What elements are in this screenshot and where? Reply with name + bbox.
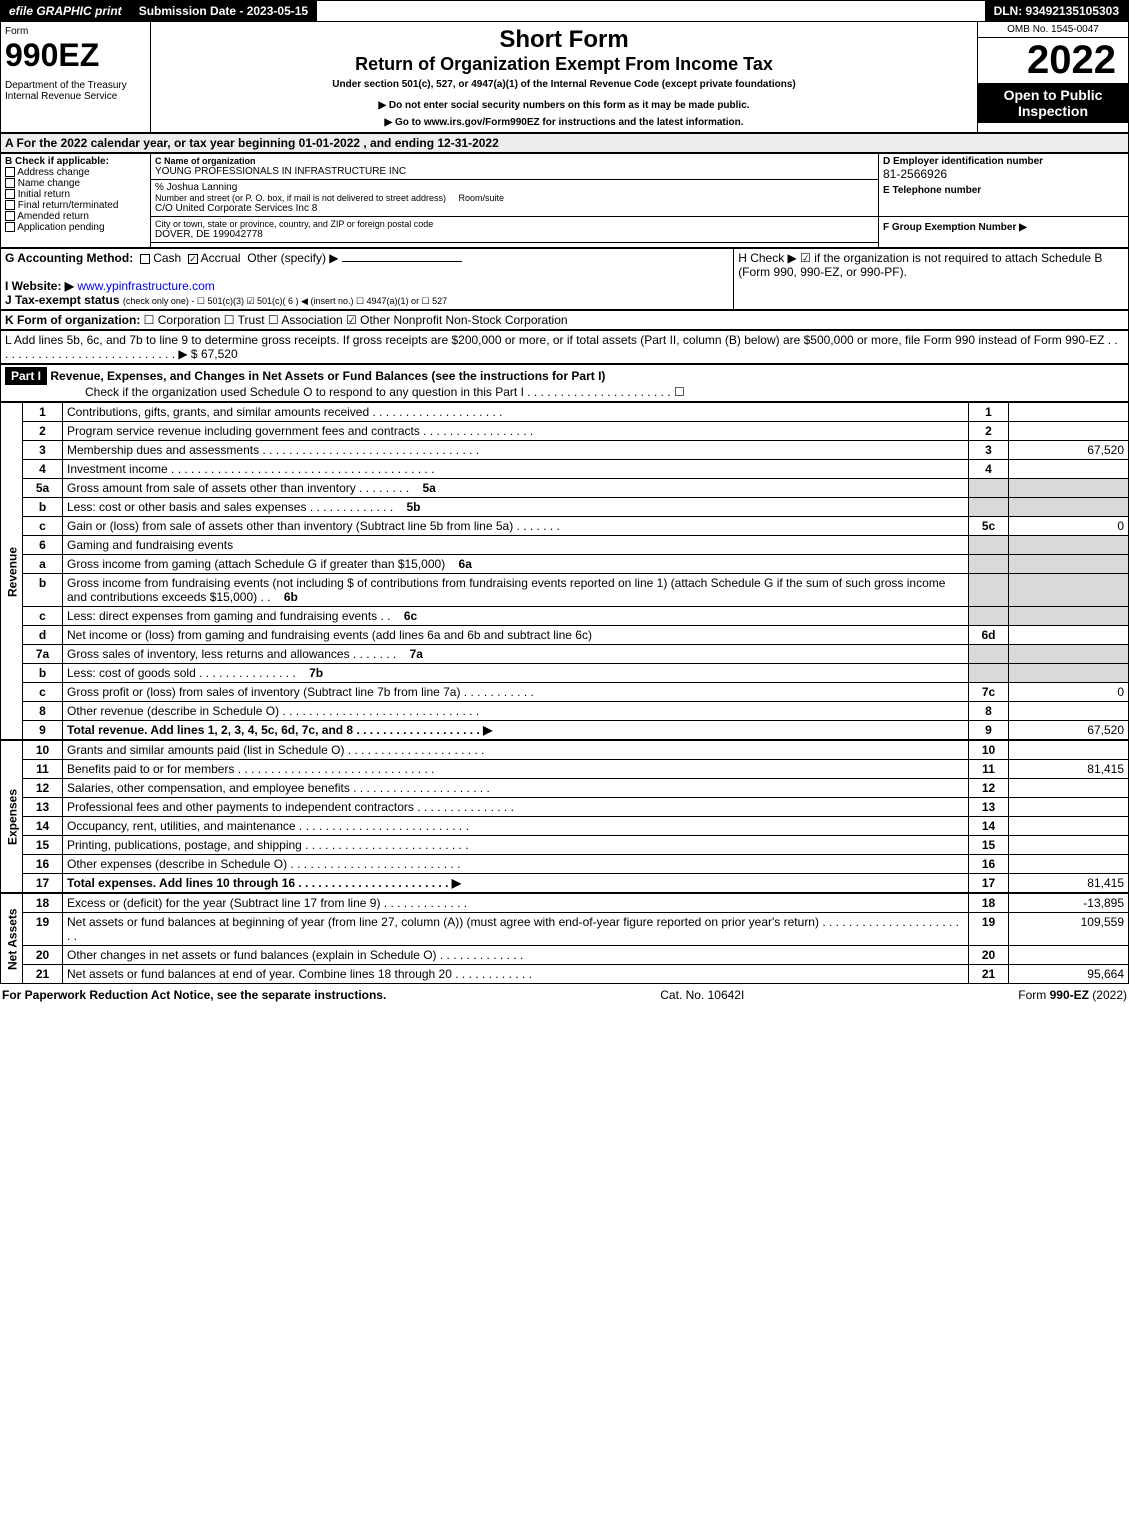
dln: DLN: 93492135105303 <box>986 1 1128 21</box>
chk-initial[interactable]: Initial return <box>5 189 146 200</box>
section-a: A For the 2022 calendar year, or tax yea… <box>1 134 1129 153</box>
top-bar: efile GRAPHIC print Submission Date - 20… <box>0 0 1129 22</box>
footer-mid: Cat. No. 10642I <box>660 988 744 1002</box>
revenue-sidebar: Revenue <box>1 403 23 740</box>
k-text: ☐ Corporation ☐ Trust ☐ Association ☑ Ot… <box>144 313 568 327</box>
org-name: YOUNG PROFESSIONALS IN INFRASTRUCTURE IN… <box>155 166 874 177</box>
section-l: L Add lines 5b, 6c, and 7b to line 9 to … <box>1 331 1129 364</box>
efile-label: efile GRAPHIC print <box>1 1 131 21</box>
pct-name: % Joshua Lanning <box>155 182 874 193</box>
ein: 81-2566926 <box>883 167 1124 181</box>
section-b-label: B Check if applicable: <box>5 156 146 167</box>
footer-left: For Paperwork Reduction Act Notice, see … <box>2 988 386 1002</box>
netassets-sidebar: Net Assets <box>1 894 23 984</box>
form-number: 990EZ <box>5 37 146 74</box>
g-label: G Accounting Method: <box>5 251 133 265</box>
city: DOVER, DE 199042778 <box>155 229 874 240</box>
section-h: H Check ▶ ☑ if the organization is not r… <box>734 249 1129 310</box>
short-form: Short Form <box>155 26 973 54</box>
form-subtitle: Under section 501(c), 527, or 4947(a)(1)… <box>155 79 973 90</box>
e-label: E Telephone number <box>883 185 1124 196</box>
omb: OMB No. 1545-0047 <box>978 22 1128 38</box>
open-inspection: Open to Public Inspection <box>978 83 1128 123</box>
c-name-label: C Name of organization <box>155 156 874 166</box>
expenses-table: Expenses 10Grants and similar amounts pa… <box>0 740 1129 893</box>
expenses-sidebar: Expenses <box>1 741 23 893</box>
chk-name[interactable]: Name change <box>5 178 146 189</box>
k-label: K Form of organization: <box>5 313 140 327</box>
tax-year: 2022 <box>978 38 1128 83</box>
street: C/O United Corporate Services Inc 8 <box>155 203 874 214</box>
chk-amended[interactable]: Amended return <box>5 211 146 222</box>
city-label: City or town, state or province, country… <box>155 219 874 229</box>
part1-badge: Part I <box>5 367 47 385</box>
d-label: D Employer identification number <box>883 156 1124 167</box>
part1-desc: Revenue, Expenses, and Changes in Net As… <box>50 369 605 383</box>
goto-link[interactable]: ▶ Go to www.irs.gov/Form990EZ for instru… <box>155 117 973 128</box>
footer-right: Form 990-EZ (2022) <box>1018 988 1127 1002</box>
revenue-table: Revenue 1Contributions, gifts, grants, a… <box>0 402 1129 740</box>
submission-date: Submission Date - 2023-05-15 <box>131 1 317 21</box>
chk-address[interactable]: Address change <box>5 167 146 178</box>
j-text: (check only one) - ☐ 501(c)(3) ☑ 501(c)(… <box>123 296 447 306</box>
chk-pending[interactable]: Application pending <box>5 222 146 233</box>
dept: Department of the Treasury Internal Reve… <box>5 80 146 102</box>
page-footer: For Paperwork Reduction Act Notice, see … <box>0 984 1129 1006</box>
ssn-warning: ▶ Do not enter social security numbers o… <box>155 100 973 111</box>
form-word: Form <box>5 26 146 37</box>
form-header: Form 990EZ Department of the Treasury In… <box>0 22 1129 133</box>
chk-final[interactable]: Final return/terminated <box>5 200 146 211</box>
f-label: F Group Exemption Number ▶ <box>883 222 1027 233</box>
street-label: Number and street (or P. O. box, if mail… <box>155 193 874 203</box>
j-label: J Tax-exempt status <box>5 293 120 307</box>
netassets-table: Net Assets 18Excess or (deficit) for the… <box>0 893 1129 984</box>
i-label: I Website: ▶ <box>5 279 74 293</box>
website-link[interactable]: www.ypinfrastructure.com <box>77 279 214 293</box>
part1-check: Check if the organization used Schedule … <box>85 385 685 399</box>
form-title: Return of Organization Exempt From Incom… <box>155 54 973 75</box>
